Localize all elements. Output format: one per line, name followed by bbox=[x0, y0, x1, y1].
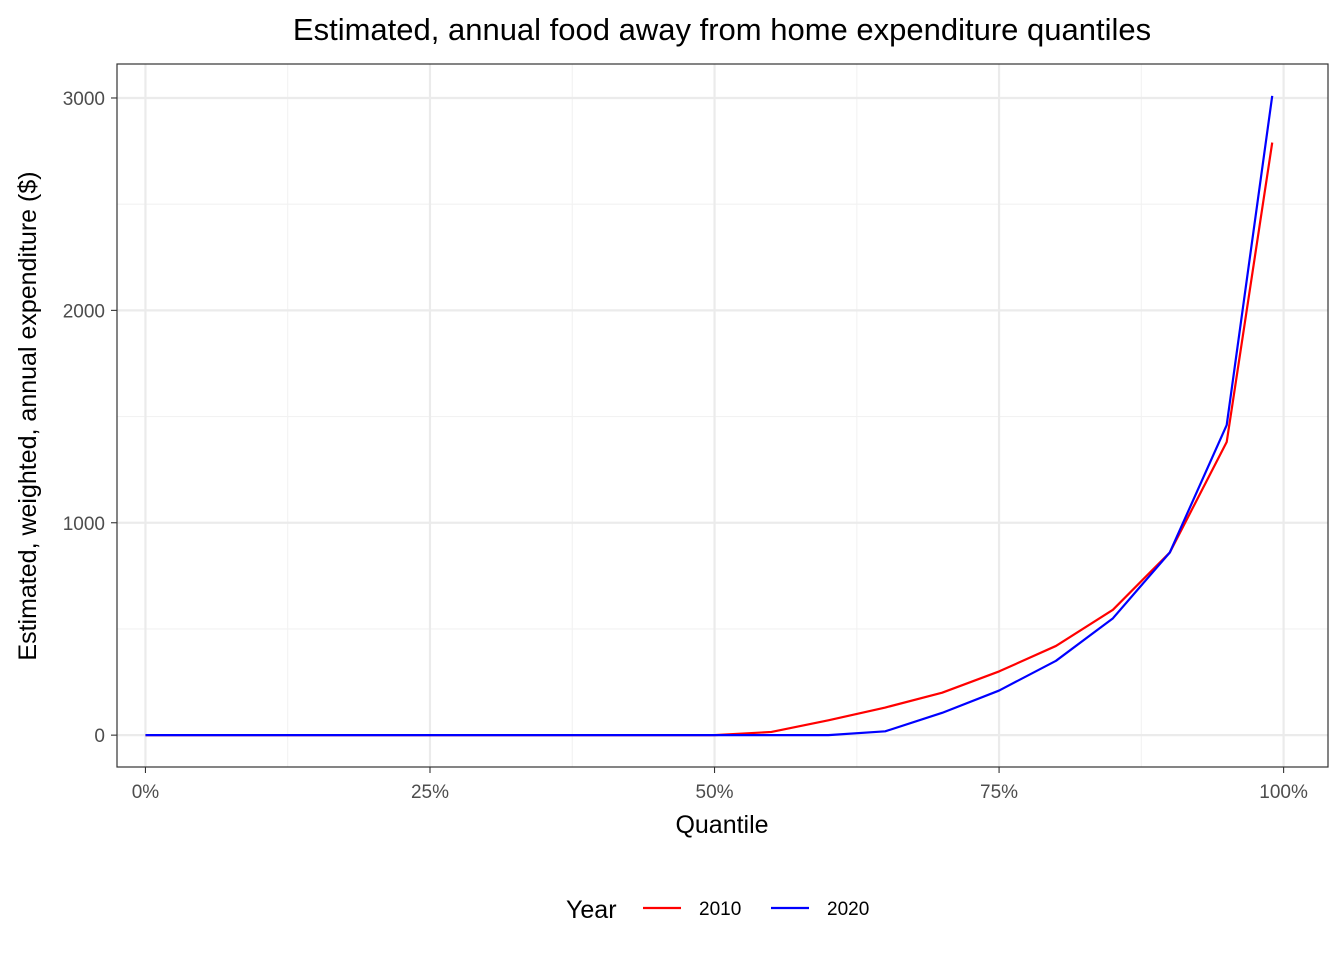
plot-panel-border bbox=[116, 63, 1329, 768]
legend: Year 2010 2020 bbox=[566, 896, 869, 924]
x-tick-label: 100% bbox=[1259, 782, 1308, 803]
series-line-2010 bbox=[145, 142, 1274, 737]
legend-label-2020: 2020 bbox=[827, 899, 869, 920]
y-axis-title: Estimated, weighted, annual expenditure … bbox=[14, 171, 42, 660]
x-tick-label: 75% bbox=[980, 782, 1018, 803]
series-line-2020 bbox=[145, 95, 1274, 737]
series-lines bbox=[145, 95, 1274, 737]
grid bbox=[117, 64, 1328, 767]
legend-title: Year bbox=[566, 896, 617, 924]
legend-label-2010: 2010 bbox=[699, 899, 741, 920]
chart-title: Estimated, annual food away from home ex… bbox=[293, 12, 1151, 47]
y-tick-label: 1000 bbox=[63, 514, 105, 535]
y-tick-label: 0 bbox=[94, 726, 105, 747]
axes: 0% 25% 50% 75% 100% 0 1000 2000 3000 bbox=[63, 89, 1308, 803]
x-tick-label: 50% bbox=[696, 782, 734, 803]
y-tick-label: 3000 bbox=[63, 89, 105, 110]
x-axis-title: Quantile bbox=[675, 811, 768, 839]
y-tick-label: 2000 bbox=[63, 301, 105, 322]
x-tick-label: 0% bbox=[132, 782, 160, 803]
x-tick-label: 25% bbox=[411, 782, 449, 803]
